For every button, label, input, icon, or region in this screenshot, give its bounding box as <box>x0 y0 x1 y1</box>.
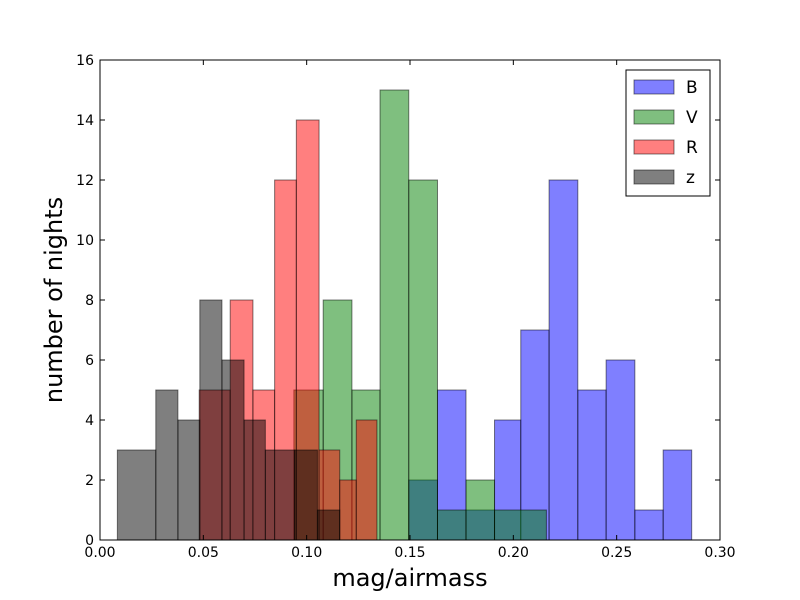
x-tick-label: 0.25 <box>601 545 632 561</box>
bar-z-4 <box>221 359 245 541</box>
legend-label-B: B <box>686 78 698 98</box>
bar-B-9 <box>662 449 693 541</box>
legend-swatch-R <box>633 139 675 155</box>
x-tick-label: 0.00 <box>84 545 115 561</box>
y-tick-label: 10 <box>76 233 94 249</box>
x-tick-label: 0.05 <box>188 545 219 561</box>
bar-V-4 <box>408 179 438 541</box>
bar-z-3 <box>199 299 223 541</box>
bar-z-6 <box>264 449 296 541</box>
y-tick-label: 14 <box>76 113 94 129</box>
bar-B-4 <box>520 329 550 541</box>
x-tick-label: 0.20 <box>498 545 529 561</box>
bar-V-7 <box>494 509 547 541</box>
bar-z-0 <box>116 449 157 541</box>
x-tick-label: 0.10 <box>291 545 322 561</box>
y-tick-label: 0 <box>85 533 94 549</box>
y-tick-label: 12 <box>76 173 94 189</box>
bar-R-6 <box>339 479 357 541</box>
bar-z-8 <box>316 509 341 541</box>
y-tick-label: 4 <box>85 413 94 429</box>
bar-B-6 <box>577 389 607 541</box>
bar-B-7 <box>605 359 636 541</box>
legend-swatch-B <box>633 79 675 95</box>
bar-z-5 <box>243 419 266 541</box>
axis-ticks: 0.00 0.05 0.10 0.15 0.20 0.25 0.30 0 2 4 6 8 10 12 14 1… <box>76 53 735 561</box>
legend-label-V: V <box>686 108 698 128</box>
legend-swatch-V <box>633 109 675 125</box>
x-axis-title: mag/airmass <box>332 564 487 592</box>
x-tick-label: 0.15 <box>394 545 425 561</box>
legend-label-R: R <box>686 138 698 158</box>
y-axis-title: number of nights <box>40 197 68 403</box>
y-tick-label: 6 <box>85 353 94 369</box>
bar-z-2 <box>177 419 201 541</box>
series-z-bars <box>116 299 341 541</box>
bar-z-1 <box>155 389 179 541</box>
y-tick-label: 8 <box>85 293 94 309</box>
bar-V-6 <box>465 479 496 541</box>
legend-swatch-z <box>633 169 675 185</box>
bar-B-5 <box>548 179 579 541</box>
bar-B-8 <box>634 509 664 541</box>
y-tick-label: 2 <box>85 473 94 489</box>
bar-V-5 <box>436 509 467 541</box>
x-tick-label: 0.30 <box>704 545 735 561</box>
legend-label-z: z <box>686 168 695 188</box>
series-B-bars <box>408 179 693 541</box>
bars-layer <box>116 89 693 541</box>
y-tick-label: 16 <box>76 53 94 69</box>
bar-z-7 <box>294 449 318 541</box>
bar-R-7 <box>355 419 378 541</box>
bar-V-3 <box>379 89 410 541</box>
